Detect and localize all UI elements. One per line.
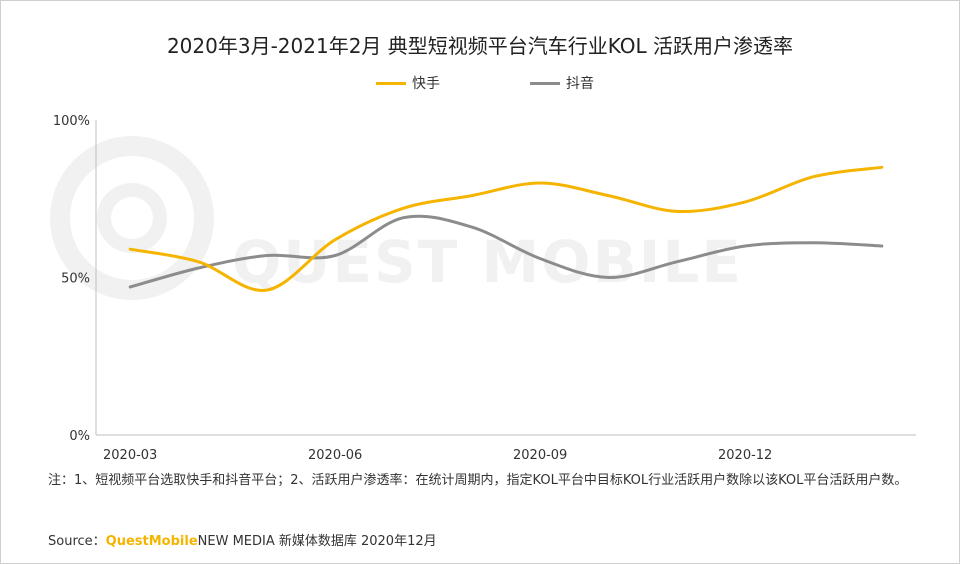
legend-label-douyin: 抖音 xyxy=(566,76,594,92)
watermark-text: QUEST MOBILE xyxy=(232,228,743,296)
x-tick-label: 2020-12 xyxy=(718,448,772,463)
legend-item-douyin: 抖音 xyxy=(530,73,594,93)
y-tick-label: 100% xyxy=(53,114,90,129)
legend-swatch-douyin xyxy=(530,81,560,85)
x-tick-label: 2020-09 xyxy=(513,448,567,463)
watermark-inner-ring xyxy=(97,183,167,253)
legend-item-kuaishou: 快手 xyxy=(376,73,440,93)
source-prefix: Source： xyxy=(48,534,106,549)
source-line: Source：QuestMobileNEW MEDIA 新媒体数据库 2020年… xyxy=(48,530,437,549)
legend-label-kuaishou: 快手 xyxy=(412,76,440,92)
x-axis-ticks: 2020-03 2020-06 2020-09 2020-12 xyxy=(103,448,772,463)
chart-title: 2020年3月-2021年2月 典型短视频平台汽车行业KOL 活跃用户渗透率 xyxy=(166,34,794,58)
footnote: 注：1、短视频平台选取快手和抖音平台；2、活跃用户渗透率：在统计周期内，指定KO… xyxy=(48,473,908,488)
y-tick-label: 50% xyxy=(61,272,90,287)
series-line-douyin xyxy=(128,214,884,289)
legend: 快手 抖音 xyxy=(0,73,960,93)
axes xyxy=(95,120,916,436)
series-line-kuaishou xyxy=(128,165,884,292)
x-tick-label: 2020-03 xyxy=(103,448,157,463)
x-tick-label: 2020-06 xyxy=(308,448,362,463)
source-brand: QuestMobile xyxy=(105,534,198,549)
y-tick-label: 0% xyxy=(69,429,90,444)
legend-swatch-kuaishou xyxy=(376,81,406,85)
source-suffix: NEW MEDIA 新媒体数据库 2020年12月 xyxy=(197,534,437,549)
series-lines xyxy=(128,165,884,292)
watermark-ring xyxy=(50,136,214,300)
y-axis-ticks: 0% 50% 100% xyxy=(53,114,90,444)
watermark: QUEST MOBILE xyxy=(50,136,743,300)
